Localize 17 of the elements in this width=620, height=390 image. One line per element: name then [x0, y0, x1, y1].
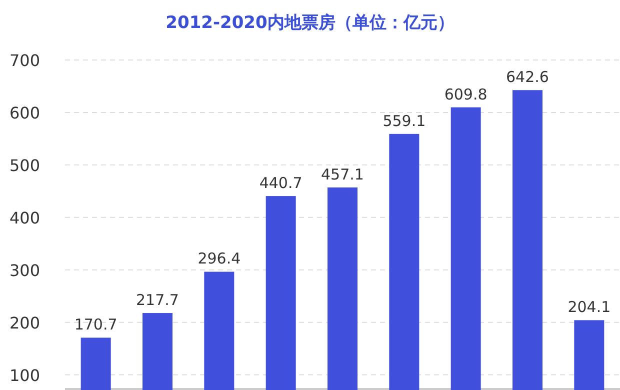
data-label: 170.7	[74, 316, 118, 334]
y-tick-label: 300	[9, 260, 40, 280]
data-label: 559.1	[382, 112, 426, 130]
y-tick-label: 600	[9, 103, 40, 122]
data-label: 642.6	[506, 68, 549, 86]
y-tick-label: 500	[9, 156, 40, 175]
title: 2012-2020内地票房（单位：亿元）	[166, 13, 454, 33]
data-label: 217.7	[136, 291, 179, 310]
data-label: 204.1	[568, 298, 611, 316]
y-tick-label: 100	[9, 366, 40, 385]
data-label: 609.8	[444, 85, 488, 104]
data-label: 440.7	[259, 174, 302, 192]
y-tick-label: 400	[9, 208, 40, 228]
data-label: 457.1	[321, 165, 364, 184]
data-label: 296.4	[198, 250, 241, 268]
y-tick-label: 200	[9, 313, 40, 332]
y-tick-label: 700	[9, 51, 40, 70]
